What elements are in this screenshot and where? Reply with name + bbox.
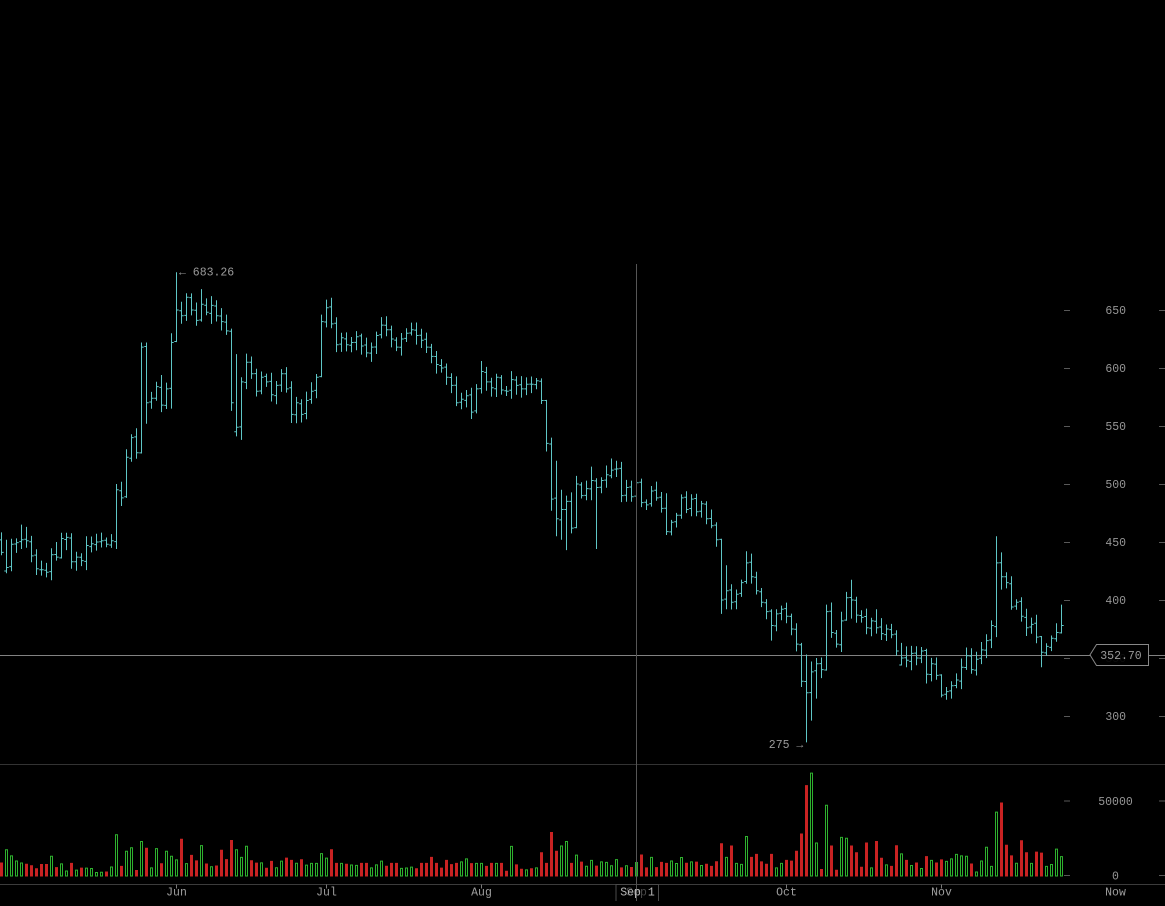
svg-text:Nov: Nov: [931, 887, 952, 900]
svg-text:Now: Now: [1105, 887, 1126, 900]
svg-text:400: 400: [1105, 595, 1126, 608]
svg-text:650: 650: [1105, 305, 1126, 318]
svg-text:352.70: 352.70: [1100, 650, 1142, 663]
svg-text:Sep 1: Sep 1: [620, 887, 655, 900]
svg-text:275 →: 275 →: [769, 739, 804, 752]
svg-text:300: 300: [1105, 711, 1126, 724]
svg-text:Jul: Jul: [316, 887, 337, 900]
svg-text:← 683.26: ← 683.26: [179, 267, 234, 280]
svg-text:550: 550: [1105, 421, 1126, 434]
svg-text:0: 0: [1112, 871, 1119, 884]
svg-text:Oct: Oct: [776, 887, 797, 900]
svg-text:450: 450: [1105, 537, 1126, 550]
svg-text:500: 500: [1105, 479, 1126, 492]
svg-text:Aug: Aug: [471, 887, 492, 900]
svg-text:600: 600: [1105, 363, 1126, 376]
svg-text:Jun: Jun: [166, 887, 187, 900]
svg-text:50000: 50000: [1098, 796, 1133, 809]
